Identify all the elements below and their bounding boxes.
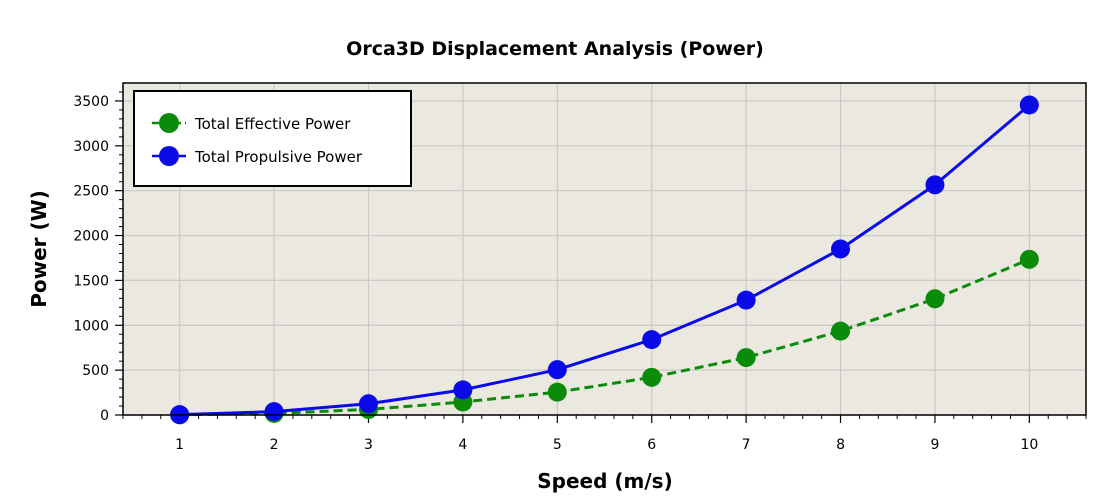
legend-label-effective: Total Effective Power (194, 115, 351, 133)
total-propulsive-power-point (831, 239, 851, 259)
y-tick-label: 2000 (73, 229, 109, 245)
y-tick-label: 500 (82, 363, 109, 379)
total-effective-power-point (642, 367, 662, 387)
series-layer (170, 95, 1039, 425)
y-tick-label: 3500 (73, 94, 109, 110)
plot-frame (122, 82, 1087, 416)
total-effective-power-point (1019, 249, 1039, 269)
legend-marker-propulsive (159, 146, 179, 166)
x-axis-label: Speed (m/s) (537, 469, 672, 493)
total-propulsive-power-line (179, 103, 1031, 417)
legend-box (133, 90, 412, 187)
x-tick-label: 7 (742, 437, 751, 453)
y-tick-label: 0 (100, 408, 109, 424)
total-effective-power-point (831, 321, 851, 341)
y-tick-label: 3000 (73, 139, 109, 155)
y-axis-label: Power (W) (27, 190, 51, 308)
x-tick-label: 3 (364, 437, 373, 453)
legend-marker-effective (159, 113, 179, 133)
legend: Total Effective Power Total Propulsive P… (133, 90, 412, 187)
x-tick-label: 8 (836, 437, 845, 453)
x-tick-label: 1 (175, 437, 184, 453)
total-effective-power-line (179, 257, 1030, 417)
x-tick-label: 2 (270, 437, 279, 453)
x-tick-label: 5 (553, 437, 562, 453)
total-propulsive-power-point (547, 360, 567, 380)
total-effective-power-point (547, 382, 567, 402)
total-propulsive-power-point (642, 330, 662, 350)
chart-title: Orca3D Displacement Analysis (Power) (346, 38, 764, 60)
x-tick-label: 6 (647, 437, 656, 453)
y-tick-label: 1000 (73, 318, 109, 334)
x-tick-label: 10 (1020, 437, 1038, 453)
total-effective-power-point (736, 348, 756, 368)
total-effective-power-point (925, 289, 945, 309)
total-propulsive-power-point (358, 394, 378, 414)
total-propulsive-power-point (1019, 95, 1039, 115)
total-propulsive-power-point (453, 380, 473, 400)
y-tick-label: 1500 (73, 273, 109, 289)
x-tick-label: 4 (458, 437, 467, 453)
total-propulsive-power-point (736, 290, 756, 310)
total-propulsive-power-point (925, 175, 945, 195)
y-tick-label: 2500 (73, 184, 109, 200)
legend-label-propulsive: Total Propulsive Power (194, 148, 363, 166)
x-tick-label: 9 (930, 437, 939, 453)
total-propulsive-power-point (264, 402, 284, 422)
